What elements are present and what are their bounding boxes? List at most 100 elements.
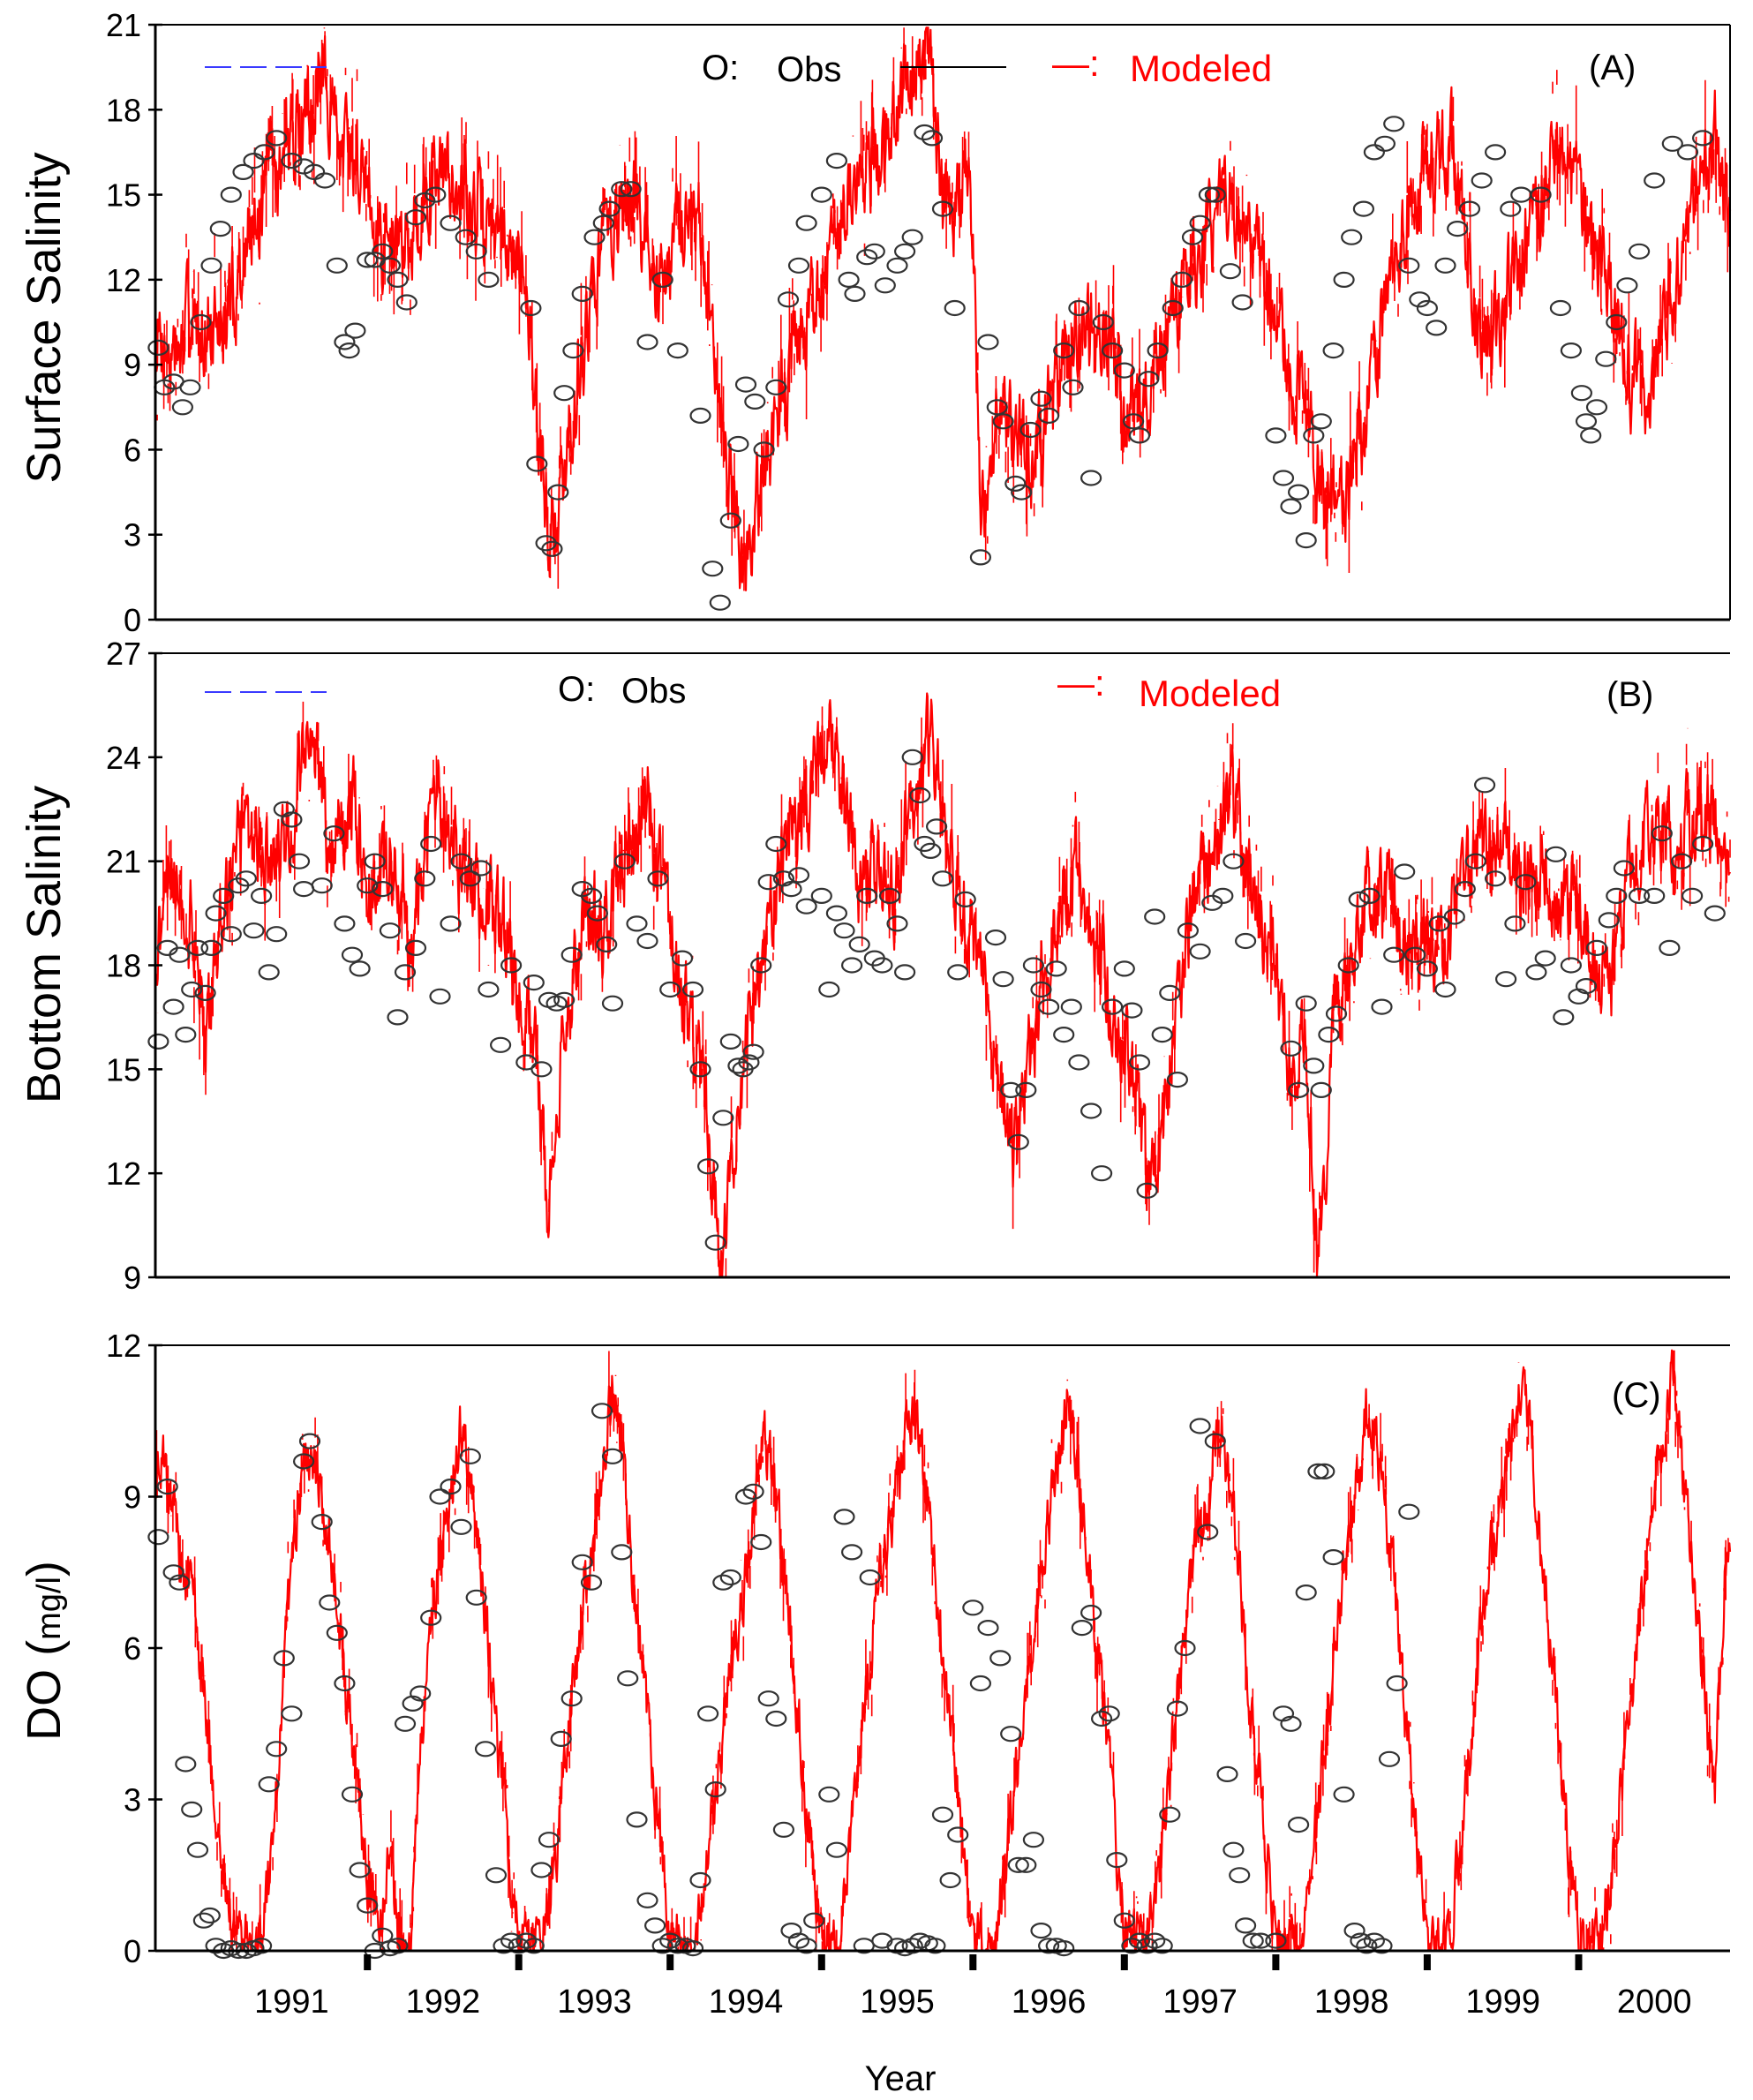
panel-b-obs-point — [379, 922, 401, 939]
panel-a-modeled-spikes — [156, 27, 1729, 591]
panel-b-obs-point — [341, 946, 364, 963]
panel-c-obs-point — [281, 1705, 303, 1722]
panel-b-obs-point — [1504, 915, 1526, 932]
panel-c-obs-point — [734, 1488, 757, 1505]
panel-c-obs-point — [962, 1599, 984, 1616]
panel-a-obs-point — [1398, 257, 1420, 274]
panel-a-obs-point — [1231, 294, 1253, 311]
panel-c-obs-point — [795, 1938, 817, 1954]
panel-a-y-tick-label: 15 — [106, 177, 141, 214]
panel-c-obs-point — [1015, 1856, 1037, 1873]
panel-c-obs-point — [205, 1938, 227, 1954]
panel-c-obs-point — [1307, 1463, 1329, 1480]
panel-c-obs-point — [1216, 1765, 1238, 1783]
panel-b-obs-point — [871, 957, 893, 974]
year-tick — [666, 1954, 674, 1970]
panel-a-obs-point — [1570, 385, 1593, 402]
panel-b-y-tick-label: 21 — [106, 844, 141, 880]
panel-b-obs-point — [169, 946, 191, 963]
panel-a-obs-point — [1030, 390, 1052, 407]
panel-b: 9 12 15 18 21 24 27 O: Obs —: Modeled (B) Bott… — [18, 636, 1732, 1296]
panel-a-obs-point — [1204, 186, 1226, 203]
panel-c-obs-point — [493, 1938, 515, 1954]
year-label: 1993 — [557, 1983, 632, 2021]
panel-b-observed-series — [147, 749, 1726, 1251]
year-label: 2000 — [1617, 1983, 1692, 2021]
panel-c-obs-point — [742, 1483, 764, 1500]
panel-b-obs-point — [1613, 860, 1636, 877]
panel-c-obs-point — [341, 1786, 364, 1803]
panel-b-obs-point — [931, 870, 954, 887]
panel-c-obs-point — [465, 1589, 487, 1606]
panel-b-y-tick-label: 9 — [124, 1260, 141, 1296]
panel-b-obs-point — [334, 915, 356, 932]
panel-b-obs-point — [992, 971, 1014, 988]
panel-a-obs-point — [1147, 342, 1169, 359]
panel-a-obs-point — [1122, 413, 1145, 430]
panel-a-obs-point — [689, 407, 711, 424]
panel-b-obs-point — [1534, 950, 1556, 967]
panel-b-obs-point — [1670, 853, 1693, 869]
panel-a-obs-point — [281, 153, 303, 169]
panel-c-obs-point — [258, 1776, 280, 1793]
year-tick — [364, 1954, 372, 1970]
panel-b-obs-point — [1434, 981, 1456, 998]
panel-b-obs-point — [1325, 1005, 1348, 1022]
panel-c-obs-point — [293, 1453, 315, 1470]
panel-b-obs-point — [1484, 870, 1507, 887]
panel-a-obs-point — [1585, 399, 1608, 416]
panel-a-obs-point — [314, 172, 336, 189]
panel-b-obs-point — [323, 825, 345, 842]
panel-a-obs-point — [190, 313, 212, 331]
panel-c-ylabel-main: DO ( — [18, 1640, 71, 1741]
panel-b-obs-point — [364, 853, 386, 869]
panel-c-obs-point — [410, 1685, 432, 1702]
panel-a-obs-point — [1560, 342, 1583, 359]
panel-a-obs-point — [765, 379, 787, 395]
panel-a-obs-point — [921, 130, 944, 147]
panel-b-obs-point — [696, 1158, 719, 1175]
panel-c-obs-point — [1229, 1867, 1251, 1884]
panel-c-obs-point — [780, 1923, 802, 1939]
panel-b-obs-point — [1358, 887, 1381, 905]
panel-c-y-tick-label: 12 — [106, 1328, 141, 1364]
panel-a-obs-point — [838, 271, 860, 288]
panel-a-obs-point — [1580, 427, 1602, 444]
panel-b-obs-point — [500, 957, 523, 974]
panel-b-obs-point — [1644, 887, 1666, 905]
panel-a-obs-point — [856, 249, 878, 266]
panel-b-obs-point — [1606, 887, 1628, 905]
panel-b-obs-point — [659, 981, 681, 998]
panel-a-axes: 0 3 6 9 12 15 18 21 — [106, 7, 1731, 638]
panel-a-obs-point — [863, 243, 885, 260]
panel-b-obs-point — [1681, 887, 1704, 905]
panel-b-tag: (B) — [1606, 675, 1653, 714]
panel-b-obs-point — [613, 853, 636, 869]
panel-c-obs-point — [1128, 1932, 1151, 1949]
panel-b-obs-point — [561, 946, 583, 963]
panel-a-obs-point — [562, 342, 584, 359]
panel-a-obs-point — [901, 229, 923, 245]
panel-c-obs-point — [1098, 1705, 1120, 1722]
panel-c-obs-point — [689, 1871, 711, 1889]
panel-b-obs-point — [1585, 939, 1608, 957]
panel-c-obs-point — [1159, 1806, 1181, 1823]
panel-c-obs-point — [1030, 1923, 1052, 1939]
panel-a-obs-point — [344, 322, 366, 339]
panel-b-obs-point — [856, 887, 878, 905]
panel-b-obs-point — [1053, 1026, 1075, 1043]
panel-b-obs-point — [712, 1110, 734, 1126]
panel-b-obs-point — [1404, 946, 1426, 963]
panel-c-obs-point — [561, 1690, 583, 1707]
panel-a-obs-point — [1198, 186, 1221, 203]
panel-a-obs-point — [1280, 498, 1302, 515]
panel-c-obs-point — [266, 1741, 288, 1758]
panel-a-obs-point — [338, 342, 360, 359]
panel-b-obs-point — [1464, 853, 1486, 869]
panel-c-obs-point — [1037, 1938, 1060, 1954]
panel-a-y-tick-label: 12 — [106, 262, 141, 298]
panel-a-obs-point — [404, 209, 427, 226]
panel-b-obs-point — [647, 870, 669, 887]
panel-b-obs-point — [787, 867, 810, 884]
panel-c-obs-point — [1371, 1938, 1393, 1954]
